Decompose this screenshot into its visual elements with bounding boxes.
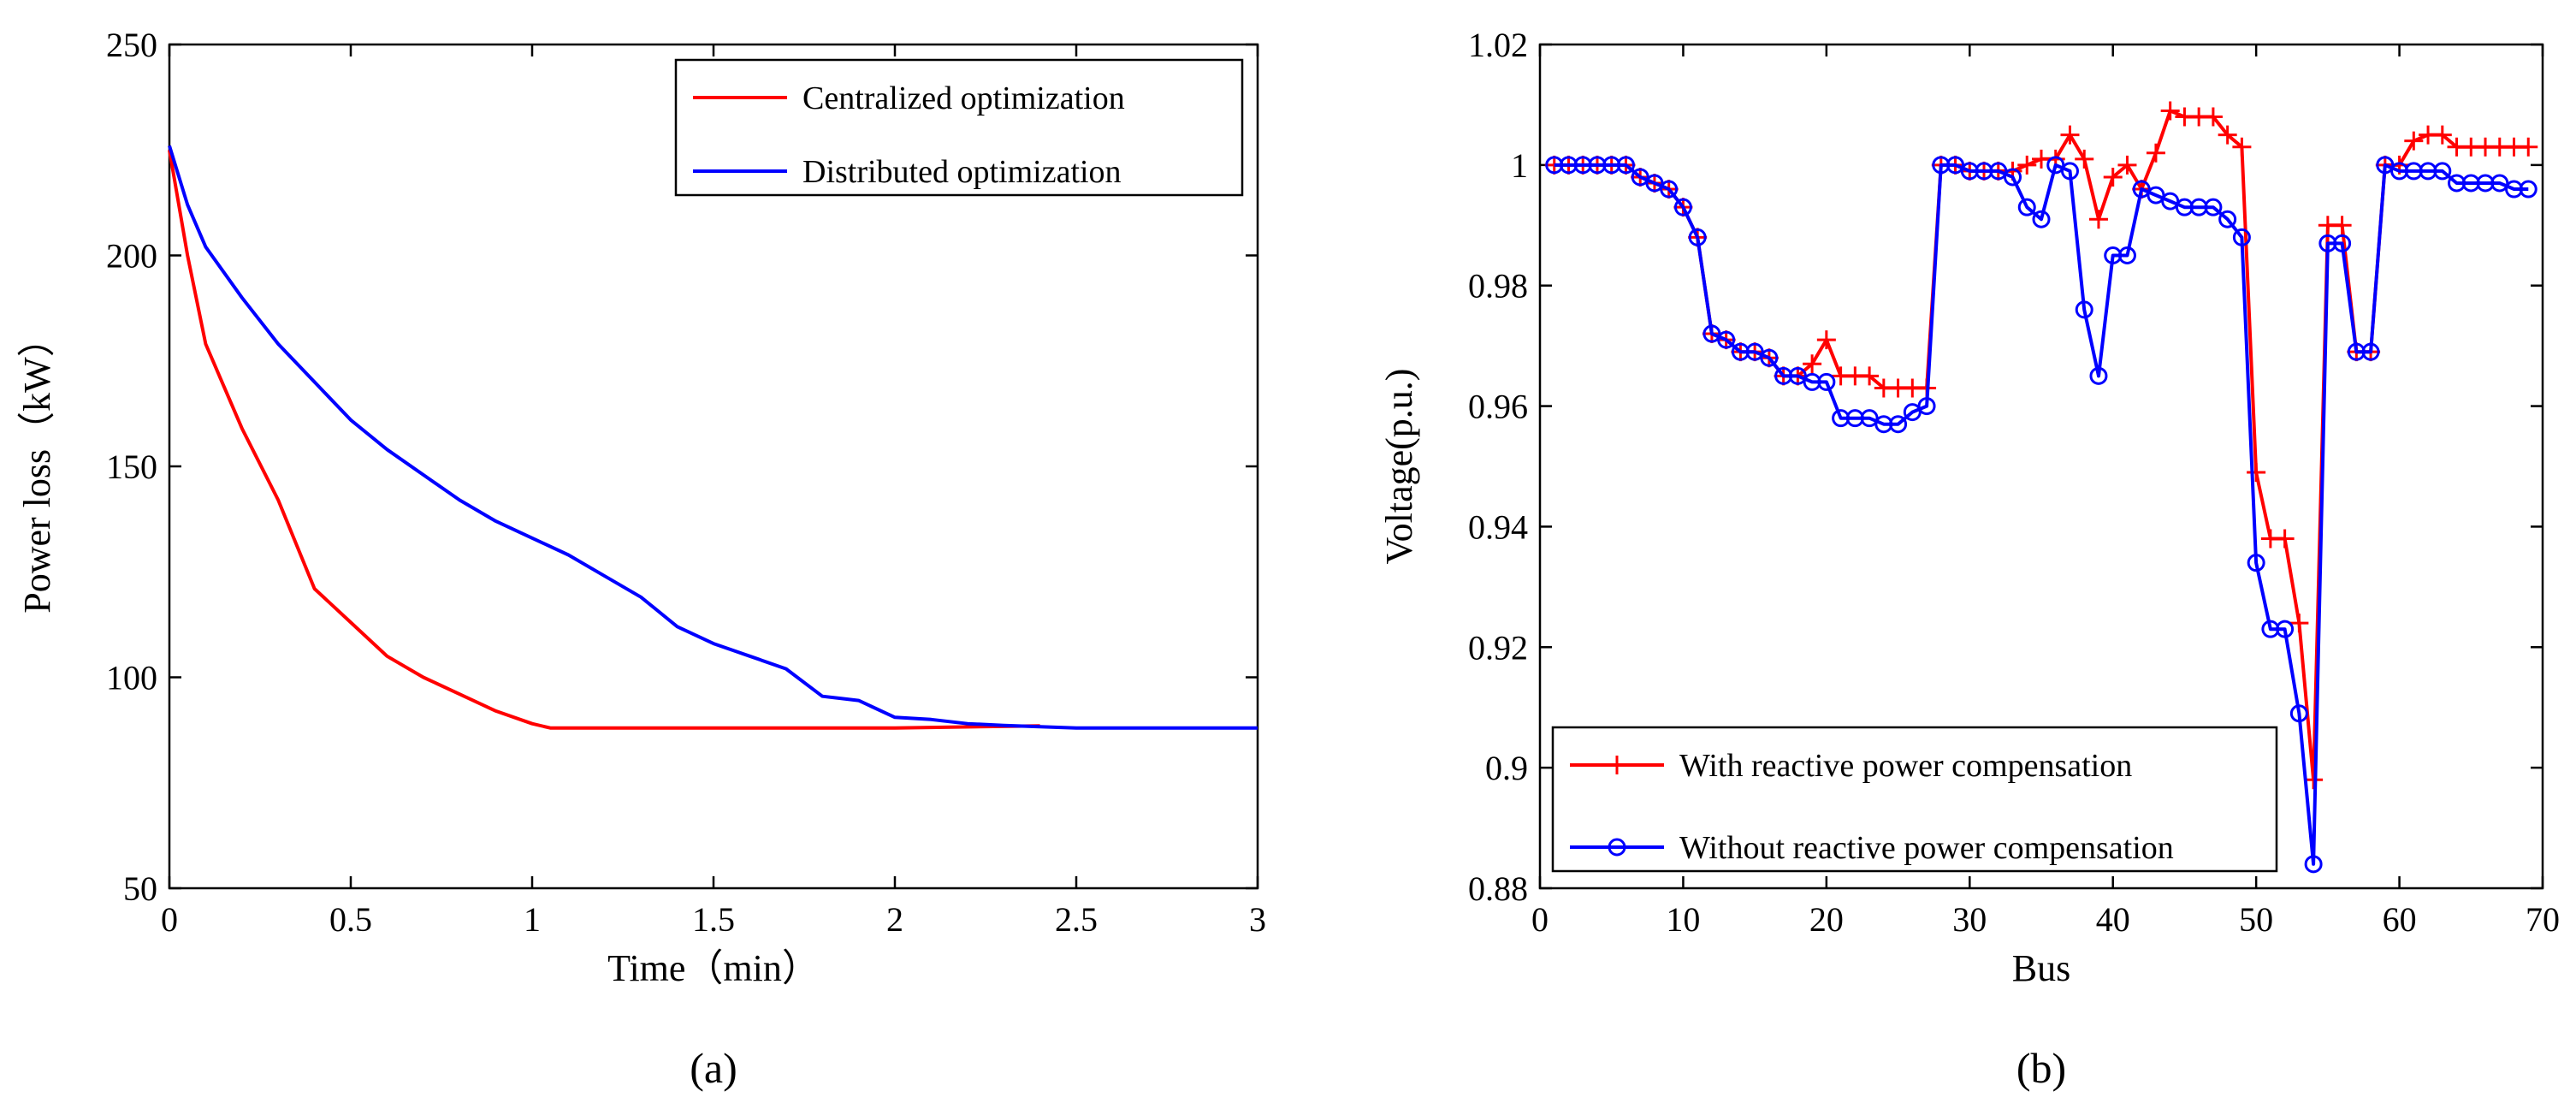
data-point-circle [2304,855,2323,874]
data-point-plus [2289,614,2309,633]
y-tick-label: 0.96 [1468,388,1528,426]
data-point-circle [1660,180,1679,199]
y-tick-label: 0.88 [1468,869,1528,908]
data-point-circle [2218,210,2237,228]
x-tick-label: 2.5 [1055,900,1098,939]
series-line-2 [1554,163,2529,866]
legend-label: With reactive power compensation [1679,748,2132,784]
x-tick-label: 20 [1809,900,1844,939]
y-tick-label: 0.92 [1468,628,1528,667]
x-tick-label: 0 [1531,900,1549,939]
data-point-plus [2060,125,2080,145]
x-tick-label: 30 [1952,900,1987,939]
data-point-plus [1803,354,1822,374]
data-point-plus [2146,143,2165,163]
chart-panel-b: 0 10 20 30 40 50 60 70 0.88 0.9 0.92 0.94 0.96 0.98 1 1… [1378,26,2560,1092]
data-point-plus [2103,167,2123,187]
legend-marker-plus [1608,756,1626,774]
y-tick-label: 0.9 [1485,749,1528,787]
data-point-plus [1860,366,1880,386]
y-tick-label: 150 [106,448,157,486]
y-tick-label: 1.02 [1468,26,1528,64]
data-point-plus [2218,125,2237,145]
series-line-1 [168,149,1040,730]
data-point-circle [2276,620,2295,638]
data-point-plus [2332,216,2352,235]
x-tick-label: 2 [886,900,903,939]
y-axis-label: Power loss（kW） [16,319,58,613]
legend-marker-circle [1608,838,1626,857]
data-point-plus [2017,155,2037,175]
data-point-circle [2333,234,2352,252]
y-tick-label: 0.94 [1468,507,1528,546]
x-tick-label: 3 [1249,900,1266,939]
x-tick-label: 60 [2383,900,2417,939]
data-point-circle [2017,198,2036,216]
data-point-plus [2275,529,2295,549]
data-point-plus [2203,107,2223,127]
x-axis-label: Time（min） [607,947,820,989]
data-point-plus [2160,101,2180,121]
data-point-plus [2232,137,2252,157]
data-point-circle [1673,198,1692,216]
data-point-plus [1816,330,1836,350]
x-tick-label: 40 [2096,900,2130,939]
x-tick-label: 70 [2526,900,2560,939]
data-point-circle [1688,228,1707,246]
data-point-plus [2088,210,2108,229]
data-point-circle [2289,704,2308,723]
data-point-plus [2519,137,2538,157]
panel-label: (a) [690,1044,737,1092]
legend-label: Without reactive power compensation [1679,830,2174,866]
data-point-circle [1760,348,1779,367]
y-tick-label: 100 [106,659,157,697]
legend-label: Centralized optimization [802,80,1125,116]
data-point-plus [2247,463,2266,483]
data-point-circle [2004,168,2022,187]
x-tick-label: 0 [161,900,178,939]
panel-label: (b) [2016,1044,2066,1092]
y-tick-label: 200 [106,237,157,276]
data-point-circle [1717,330,1736,349]
data-point-circle [2232,228,2251,246]
x-tick-label: 1.5 [692,900,735,939]
y-tick-label: 250 [106,26,157,64]
legend-box [1551,726,2278,873]
data-point-plus [2075,149,2094,169]
data-point-circle [1616,156,1635,175]
x-tick-label: 0.5 [329,900,372,939]
x-tick-label: 1 [524,900,541,939]
y-tick-label: 0.98 [1468,267,1528,305]
data-point-circle [2089,366,2108,385]
data-point-circle [2519,180,2538,199]
x-axis-label: Bus [2012,947,2070,989]
x-tick-label: 10 [1666,900,1700,939]
data-point-circle [2060,162,2079,181]
y-tick-label: 50 [123,869,157,908]
data-point-circle [2361,342,2380,361]
data-point-circle [2433,162,2452,181]
data-point-plus [2304,770,2324,790]
data-point-circle [2032,210,2051,228]
data-point-plus [2117,155,2137,175]
data-point-circle [1889,415,1908,434]
axes-frame [1538,43,2544,890]
data-point-circle [2075,300,2093,319]
x-tick-label: 50 [2239,900,2273,939]
series-line-2 [168,145,1258,730]
data-point-plus [2432,125,2452,145]
data-point-circle [2204,198,2223,216]
data-point-circle [1917,397,1936,416]
y-axis-label: Voltage(p.u.) [1378,369,1420,565]
y-tick-label: 1 [1511,146,1528,185]
data-point-circle [2247,554,2265,572]
data-point-circle [2117,246,2136,264]
chart-panel-a: 0 0.5 1 1.5 2 2.5 3 50 100 150 200 250 Time（min） Powe… [16,26,1266,1092]
legend-label: Distributed optimization [802,154,1122,190]
data-point-plus [2404,131,2424,151]
data-point-circle [1817,372,1836,391]
